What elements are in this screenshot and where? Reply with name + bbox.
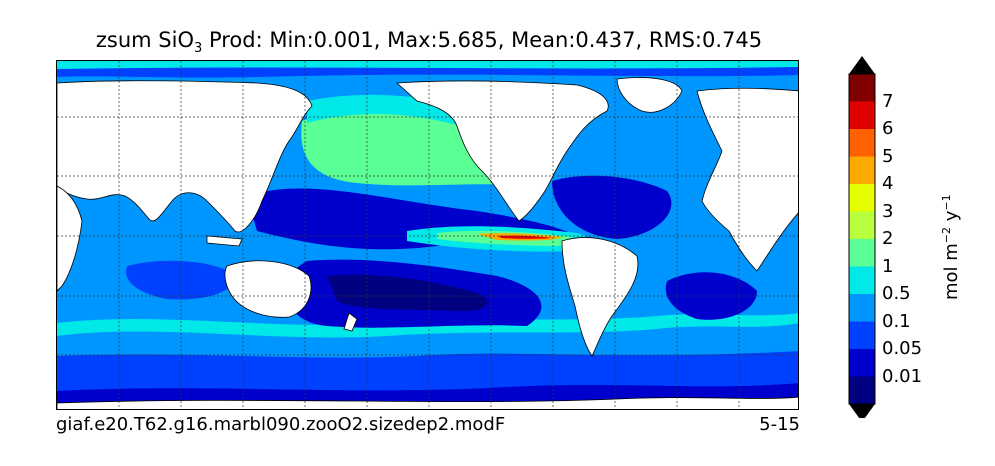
colorbar-segment xyxy=(849,101,875,129)
colorbar-tick-label: 2 xyxy=(882,228,894,249)
antarctica-landmass xyxy=(57,396,798,409)
colorbar-label: mol m−2 y−1 xyxy=(940,194,962,300)
colorbar-tick-label: 7 xyxy=(882,90,894,112)
new-zealand-landmass xyxy=(343,312,358,332)
eurasia-landmass xyxy=(57,80,313,233)
map-title: zsum SiO3 Prod: Min:0.001, Max:5.685, Me… xyxy=(95,28,763,57)
north-america-landmass xyxy=(396,80,609,222)
colorbar-segment xyxy=(849,156,875,184)
colorbar-segment xyxy=(849,349,875,377)
colorbar-tick-label: 5 xyxy=(882,145,894,167)
colorbar-segment xyxy=(849,266,875,294)
south-atlantic-gyre xyxy=(665,272,757,320)
colorbar-tick-label: 0.01 xyxy=(882,365,923,387)
colorbar-segment xyxy=(849,239,875,267)
map-panel xyxy=(56,60,799,410)
case-name-caption: giaf.e20.T62.g16.marbl090.zooO2.sizedep2… xyxy=(56,414,506,435)
colorbar-segment xyxy=(849,376,875,404)
colorbar-tick-label: 3 xyxy=(882,200,894,222)
europe-africa-landmass xyxy=(696,87,798,272)
colorbar xyxy=(848,56,876,418)
equatorial-red xyxy=(497,235,552,239)
colorbar-segment xyxy=(849,184,875,212)
colorbar-segment xyxy=(849,74,875,102)
arctic-edge xyxy=(57,61,798,69)
colorbar-tick-label: 1 xyxy=(882,255,894,277)
colorbar-tick-label: 6 xyxy=(882,118,894,139)
north-atlantic-gyre xyxy=(552,175,672,239)
colorbar-border xyxy=(848,73,876,405)
colorbar-segment xyxy=(849,129,875,157)
colorbar-tick-label: 0.5 xyxy=(882,283,911,304)
ocean-map xyxy=(57,61,798,409)
colorbar-segment xyxy=(849,321,875,349)
south-america-landmass xyxy=(561,237,639,357)
greenland-landmass xyxy=(616,77,683,113)
indian-ocean-low xyxy=(126,260,237,300)
colorbar-under-arrow xyxy=(849,404,875,418)
land xyxy=(57,77,798,409)
colorbar-segment xyxy=(849,294,875,322)
colorbar-tick-label: 0.1 xyxy=(882,310,911,332)
colorbar-tick-label: 0.05 xyxy=(882,338,923,359)
indonesia-landmass xyxy=(206,235,243,247)
australia-landmass xyxy=(224,260,312,318)
period-caption: 5-15 xyxy=(759,414,800,435)
colorbar-tick-label: 4 xyxy=(882,173,894,194)
colorbar-segment xyxy=(849,211,875,239)
africa-east-landmass xyxy=(57,185,83,292)
north-pacific-high xyxy=(301,108,527,186)
colorbar-over-arrow xyxy=(849,56,875,74)
